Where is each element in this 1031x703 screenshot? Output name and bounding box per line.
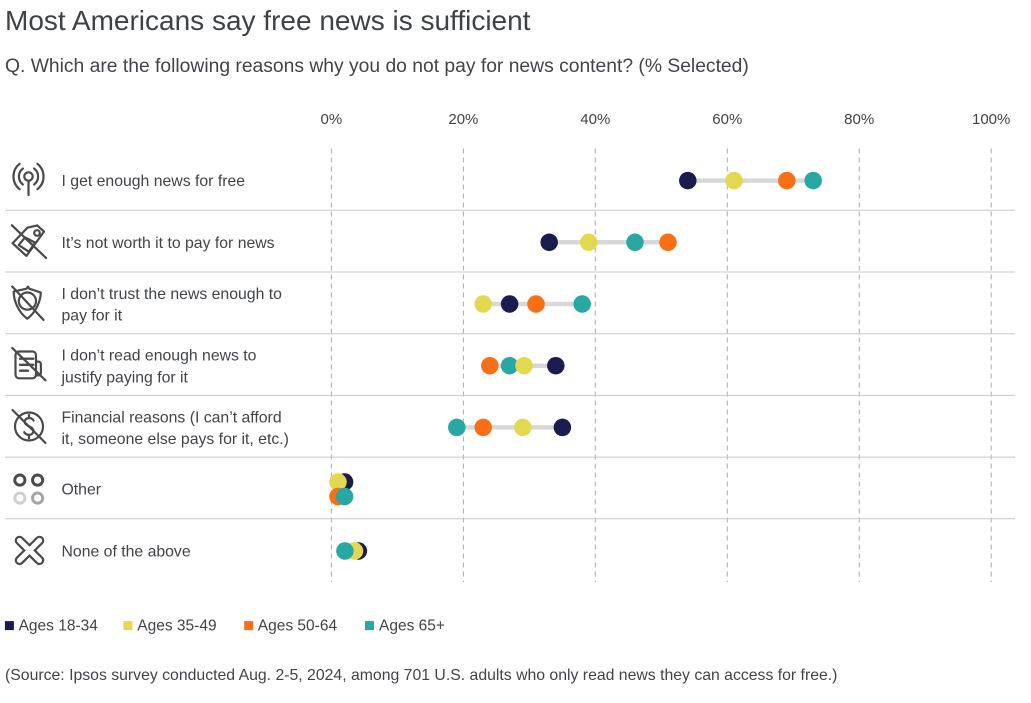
svg-text:Ages 50-64: Ages 50-64 (258, 618, 338, 635)
svg-text:None of the above: None of the above (62, 543, 191, 560)
svg-text:Financial reasons (I can’t aff: Financial reasons (I can’t afford (62, 409, 282, 426)
svg-text:20%: 20% (448, 111, 478, 128)
svg-text:Q. Which are the following rea: Q. Which are the following reasons why y… (5, 56, 749, 77)
svg-text:I don’t read enough news to: I don’t read enough news to (62, 348, 257, 365)
svg-text:I don’t trust the news enough: I don’t trust the news enough to (62, 286, 283, 303)
svg-text:justify paying for it: justify paying for it (61, 369, 189, 386)
svg-text:pay for it: pay for it (62, 308, 123, 325)
svg-text:Ages 65+: Ages 65+ (379, 618, 445, 635)
svg-text:80%: 80% (844, 111, 874, 128)
svg-text:(Source: Ipsos survey conducte: (Source: Ipsos survey conducted Aug. 2-5… (5, 667, 837, 684)
svg-text:Other: Other (62, 482, 102, 499)
svg-text:Most Americans say free news i: Most Americans say free news is sufficie… (5, 5, 531, 36)
svg-text:it, someone else pays for it,: it, someone else pays for it, etc.) (62, 431, 289, 448)
svg-text:Ages 35-49: Ages 35-49 (137, 618, 216, 635)
svg-text:100%: 100% (972, 111, 1010, 128)
svg-text:It’s not worth it to pay for n: It’s not worth it to pay for news (62, 235, 275, 252)
svg-text:60%: 60% (712, 111, 742, 128)
svg-text:40%: 40% (580, 111, 610, 128)
svg-text:I get enough news for free: I get enough news for free (62, 173, 246, 190)
svg-text:Ages 18-34: Ages 18-34 (19, 618, 99, 635)
svg-text:0%: 0% (321, 111, 343, 128)
